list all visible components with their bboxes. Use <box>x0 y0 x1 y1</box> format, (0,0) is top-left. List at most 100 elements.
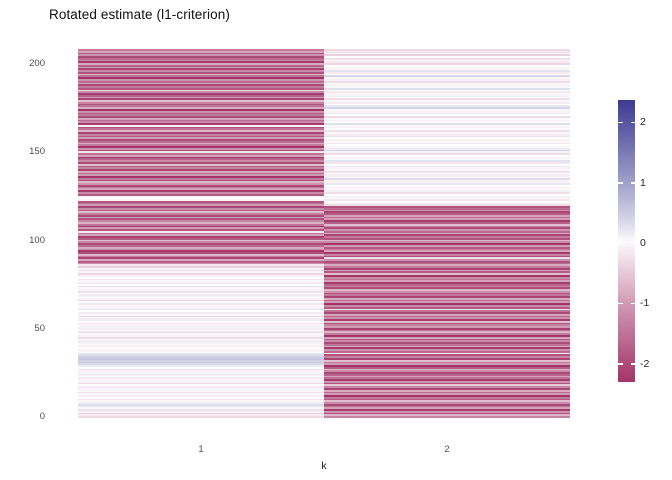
heatmap-cell <box>78 276 324 279</box>
legend-tick-mark <box>618 181 623 184</box>
heatmap-cell <box>78 117 324 120</box>
heatmap-cell <box>324 414 570 417</box>
heatmap-cell <box>78 214 324 217</box>
heatmap-cell <box>78 225 324 228</box>
heatmap-cell <box>78 294 324 297</box>
heatmap-cell <box>324 63 570 65</box>
heatmap-cell <box>324 393 570 396</box>
heatmap-cell <box>324 412 570 415</box>
heatmap-cell <box>78 68 324 71</box>
heatmap-cell <box>78 308 324 311</box>
heatmap-cell <box>78 181 324 184</box>
heatmap-cell <box>324 305 570 307</box>
heatmap-cell <box>78 79 324 81</box>
heatmap-cell <box>324 290 570 293</box>
heatmap-cell <box>78 218 324 221</box>
heatmap-cell <box>78 352 324 355</box>
heatmap-cell <box>78 368 324 371</box>
legend-tick-label: -2 <box>640 357 650 370</box>
heatmap-cell <box>324 223 570 226</box>
y-tick-label: 200 <box>29 58 45 69</box>
heatmap-cell <box>324 282 570 284</box>
heatmap-cell <box>78 356 324 358</box>
heatmap-cell <box>324 262 570 265</box>
heatmap-cell <box>324 197 570 200</box>
heatmap-cell <box>324 366 570 369</box>
heatmap-cell <box>78 222 324 224</box>
heatmap-cell <box>78 290 324 293</box>
heatmap-cell <box>324 207 570 210</box>
heatmap-cell <box>324 227 570 230</box>
heatmap-cell <box>78 280 324 283</box>
heatmap-cell <box>324 264 570 267</box>
heatmap-cell <box>78 315 324 318</box>
heatmap-cell <box>324 260 570 263</box>
heatmap-cell <box>324 317 570 320</box>
heatmap-cell <box>78 407 324 410</box>
heatmap-cell <box>324 156 570 159</box>
heatmap-cell <box>78 336 324 339</box>
heatmap-cell <box>78 94 324 97</box>
heatmap-cell <box>324 387 570 390</box>
heatmap-cell <box>78 86 324 88</box>
heatmap-cell <box>324 313 570 316</box>
heatmap-cell <box>78 112 324 115</box>
heatmap-cell <box>324 105 570 108</box>
heatmap-cell <box>78 161 324 164</box>
heatmap-cell <box>324 71 570 74</box>
heatmap-cell <box>78 170 324 173</box>
heatmap-cell <box>78 204 324 207</box>
heatmap-cell <box>324 368 570 371</box>
heatmap-cell <box>78 63 324 65</box>
heatmap-cell <box>324 271 570 274</box>
heatmap-cell <box>78 363 324 366</box>
heatmap-cell <box>324 114 570 117</box>
heatmap-cell <box>78 244 324 247</box>
heatmap-cell <box>324 336 570 339</box>
heatmap-cell <box>324 133 570 136</box>
heatmap-cell <box>324 280 570 283</box>
heatmap-cell <box>324 75 570 78</box>
heatmap-cell <box>324 250 570 253</box>
heatmap-cell <box>324 169 570 171</box>
heatmap-cell <box>78 126 324 129</box>
heatmap-cell <box>78 250 324 253</box>
heatmap-cell <box>78 130 324 132</box>
heatmap-cell <box>324 112 570 115</box>
heatmap-cell <box>78 135 324 138</box>
legend-tick-mark <box>630 121 635 124</box>
heatmap-cell <box>78 179 324 182</box>
heatmap-cell <box>324 384 570 387</box>
heatmap-cell <box>78 412 324 415</box>
heatmap-cell <box>78 313 324 316</box>
heatmap-cell <box>78 285 324 288</box>
heatmap-cell <box>324 48 570 51</box>
legend-tick-label: 0 <box>640 237 646 250</box>
heatmap-cell <box>78 91 324 94</box>
heatmap-cell <box>324 306 570 309</box>
heatmap-cell <box>324 91 570 94</box>
heatmap-cell <box>78 342 324 344</box>
heatmap-cell <box>78 206 324 208</box>
heatmap-cell <box>324 377 570 380</box>
heatmap-cell <box>324 363 570 366</box>
heatmap-cell <box>324 222 570 224</box>
heatmap-cell <box>78 267 324 270</box>
heatmap-cell <box>324 167 570 170</box>
heatmap-cell <box>78 283 324 286</box>
heatmap-cell <box>78 207 324 210</box>
heatmap-cell <box>324 370 570 373</box>
heatmap-cell <box>324 312 570 314</box>
x-tick-label: 2 <box>444 444 450 455</box>
heatmap-cell <box>324 343 570 346</box>
heatmap-cell <box>324 379 570 381</box>
heatmap-cell <box>78 105 324 108</box>
heatmap-cell <box>324 409 570 411</box>
heatmap-cell <box>78 350 324 353</box>
heatmap-cell <box>324 380 570 383</box>
heatmap-cell <box>78 416 324 418</box>
heatmap-cell <box>78 220 324 223</box>
heatmap-cell <box>78 333 324 336</box>
heatmap-cell <box>78 372 324 374</box>
